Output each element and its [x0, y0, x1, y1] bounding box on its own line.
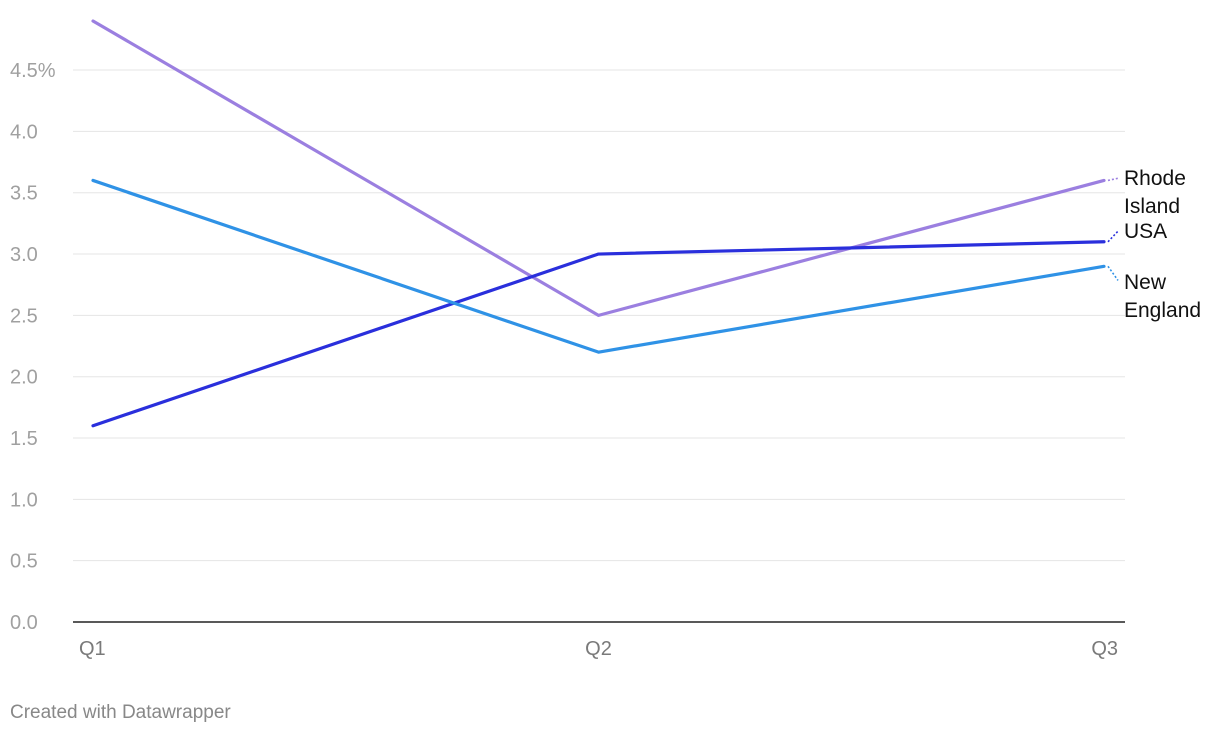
series-line	[91, 19, 1106, 317]
series-label-line: Rhode	[1124, 167, 1186, 190]
x-tick-label: Q3	[1091, 638, 1118, 660]
y-tick-label: 0.0	[10, 612, 38, 634]
gridlines	[73, 69, 1125, 623]
series-lines	[91, 19, 1106, 428]
y-tick-label: 1.5	[10, 428, 38, 450]
series-label: Rhode Island	[1124, 167, 1186, 218]
label-connector	[1107, 265, 1119, 281]
y-tick-label: 0.5	[10, 551, 38, 573]
y-tick-label: 1.0	[10, 489, 38, 511]
series-line	[91, 240, 1106, 428]
y-tick-label: 2.0	[10, 367, 38, 389]
line-chart: 0.0 0.5 1.0 1.5 2.0 2.5 3.0 3.5 4.0 4.5% Q1 Q2 Q3 R…	[10, 19, 1201, 660]
y-tick-label: 4.5%	[10, 60, 56, 82]
y-tick-label: 3.0	[10, 244, 38, 266]
label-connector	[1107, 230, 1119, 243]
y-axis-ticks: 0.0 0.5 1.0 1.5 2.0 2.5 3.0 3.5 4.0 4.5%	[10, 60, 56, 634]
series-line	[91, 178, 1106, 354]
x-tick-label: Q1	[79, 638, 106, 660]
series-label-line: USA	[1124, 220, 1167, 243]
series-label-line: Island	[1124, 195, 1180, 218]
y-tick-label: 3.5	[10, 183, 38, 205]
series-label-line: England	[1124, 299, 1201, 322]
y-tick-label: 2.5	[10, 305, 38, 327]
series-label: USA	[1124, 220, 1167, 243]
label-connector	[1107, 177, 1119, 182]
x-tick-label: Q2	[585, 638, 612, 660]
series-label: New England	[1124, 271, 1201, 322]
series-label-line: New	[1124, 271, 1167, 294]
credit-footer[interactable]: Created with Datawrapper	[10, 702, 231, 723]
x-axis-ticks: Q1 Q2 Q3	[79, 638, 1118, 660]
y-tick-label: 4.0	[10, 121, 38, 143]
